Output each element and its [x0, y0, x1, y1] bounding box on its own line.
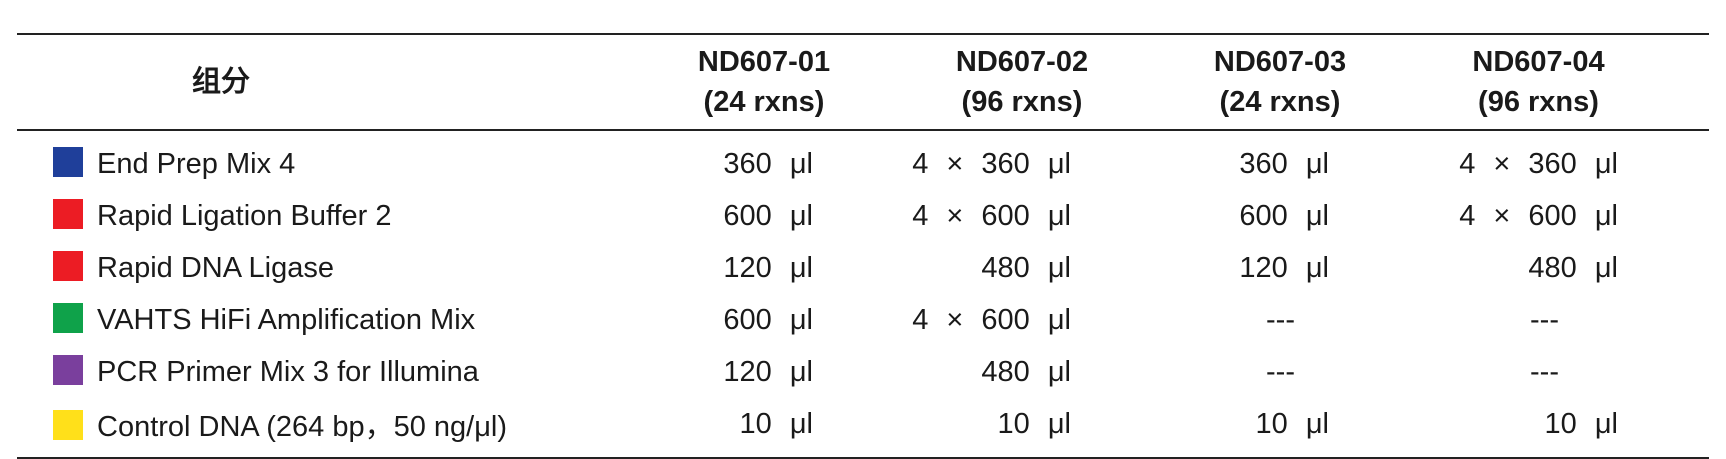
volume-cell: 4 × 600 μl [1409, 190, 1709, 242]
volume: 600 μl [1239, 199, 1329, 232]
header-cell: ND607-03 (24 rxns) [1213, 46, 1347, 118]
component-name: PCR Primer Mix 3 for Illumina [97, 356, 479, 388]
header-row: 组分 ND607-01 (24 rxns) ND607-02 (96 rxns) ND… [17, 34, 1709, 130]
color-swatch [53, 199, 83, 229]
volume: 360 μl [1239, 147, 1329, 180]
volume-cell: 600 μl [1151, 190, 1409, 242]
volume: 600 μl [723, 199, 813, 232]
volume-cell: 4 × 600 μl [893, 294, 1151, 346]
table-body: End Prep Mix 4 360 μl 4 × 360 μl 360 μl 4 × … [17, 130, 1709, 458]
volume: 4 × 360 μl [1459, 147, 1618, 180]
color-swatch [53, 147, 83, 177]
component-cell: PCR Primer Mix 3 for Illumina [17, 346, 635, 398]
color-swatch [53, 251, 83, 281]
volume-cell: 10 μl [1151, 398, 1409, 458]
volume: 10 μl [1255, 407, 1329, 440]
volume-cell: 10 μl [893, 398, 1151, 458]
volume: 120 μl [723, 251, 813, 284]
volume-cell: 120 μl [1151, 242, 1409, 294]
component-name: VAHTS HiFi Amplification Mix [97, 304, 476, 336]
volume-cell: 600 μl [635, 294, 893, 346]
volume-cell: 480 μl [1409, 242, 1709, 294]
header-cell: ND607-01 (24 rxns) [697, 46, 831, 118]
component-cell: Rapid DNA Ligase [17, 242, 635, 294]
header-cell: ND607-02 (96 rxns) [955, 46, 1089, 118]
component-name: Rapid Ligation Buffer 2 [97, 200, 392, 232]
color-swatch [53, 303, 83, 333]
volume: 600 μl [723, 303, 813, 336]
volume-cell: --- [1409, 346, 1709, 398]
component-name: Control DNA (264 bp，50 ng/μl) [97, 411, 508, 443]
volume: --- [1266, 303, 1295, 336]
volume-cell: --- [1409, 294, 1709, 346]
volume-cell: 120 μl [635, 242, 893, 294]
volume: 4 × 600 μl [912, 303, 1071, 336]
volume-cell: 360 μl [1151, 130, 1409, 190]
volume-cell: 480 μl [893, 242, 1151, 294]
table-row: Control DNA (264 bp，50 ng/μl) 10 μl 10 μl 1… [17, 398, 1709, 458]
volume-cell: 480 μl [893, 346, 1151, 398]
volume-cell: 10 μl [635, 398, 893, 458]
component-name: End Prep Mix 4 [97, 148, 296, 180]
volume: 120 μl [723, 355, 813, 388]
volume: 10 μl [1544, 407, 1618, 440]
volume: 480 μl [1528, 251, 1618, 284]
component-cell: End Prep Mix 4 [17, 130, 635, 190]
volume: --- [1266, 355, 1295, 388]
color-swatch [53, 410, 83, 440]
volume: 360 μl [723, 147, 813, 180]
volume-cell: 4 × 600 μl [893, 190, 1151, 242]
volume-cell: 600 μl [635, 190, 893, 242]
component-cell: VAHTS HiFi Amplification Mix [17, 294, 635, 346]
color-swatch [53, 355, 83, 385]
table-row: Rapid Ligation Buffer 2 600 μl 4 × 600 μl 6… [17, 190, 1709, 242]
volume: 10 μl [997, 407, 1071, 440]
table-row: Rapid DNA Ligase 120 μl 480 μl 120 μl 480 μl [17, 242, 1709, 294]
volume-cell: 4 × 360 μl [893, 130, 1151, 190]
table-row: VAHTS HiFi Amplification Mix 600 μl 4 × 60… [17, 294, 1709, 346]
component-name: Rapid DNA Ligase [97, 252, 334, 284]
volume: --- [1530, 303, 1559, 336]
header-cell: 组分 [192, 66, 251, 98]
volume: 4 × 360 μl [912, 147, 1071, 180]
volume-cell: 360 μl [635, 130, 893, 190]
volume-cell: --- [1151, 346, 1409, 398]
volume-cell: 10 μl [1409, 398, 1709, 458]
volume-cell: 4 × 360 μl [1409, 130, 1709, 190]
volume: 10 μl [739, 407, 813, 440]
volume: 480 μl [981, 355, 1071, 388]
table-row: End Prep Mix 4 360 μl 4 × 360 μl 360 μl 4 × … [17, 130, 1709, 190]
volume: 4 × 600 μl [912, 199, 1071, 232]
volume: 120 μl [1239, 251, 1329, 284]
component-table: 组分 ND607-01 (24 rxns) ND607-02 (96 rxns) ND… [17, 33, 1709, 459]
header-cell: ND607-04 (96 rxns) [1472, 46, 1605, 118]
table-row: PCR Primer Mix 3 for Illumina 120 μl 480 μ… [17, 346, 1709, 398]
volume-cell: 120 μl [635, 346, 893, 398]
volume: 4 × 600 μl [1459, 199, 1618, 232]
component-cell: Control DNA (264 bp，50 ng/μl) [17, 398, 635, 458]
volume-cell: --- [1151, 294, 1409, 346]
volume: 480 μl [981, 251, 1071, 284]
volume: --- [1530, 355, 1559, 388]
component-cell: Rapid Ligation Buffer 2 [17, 190, 635, 242]
